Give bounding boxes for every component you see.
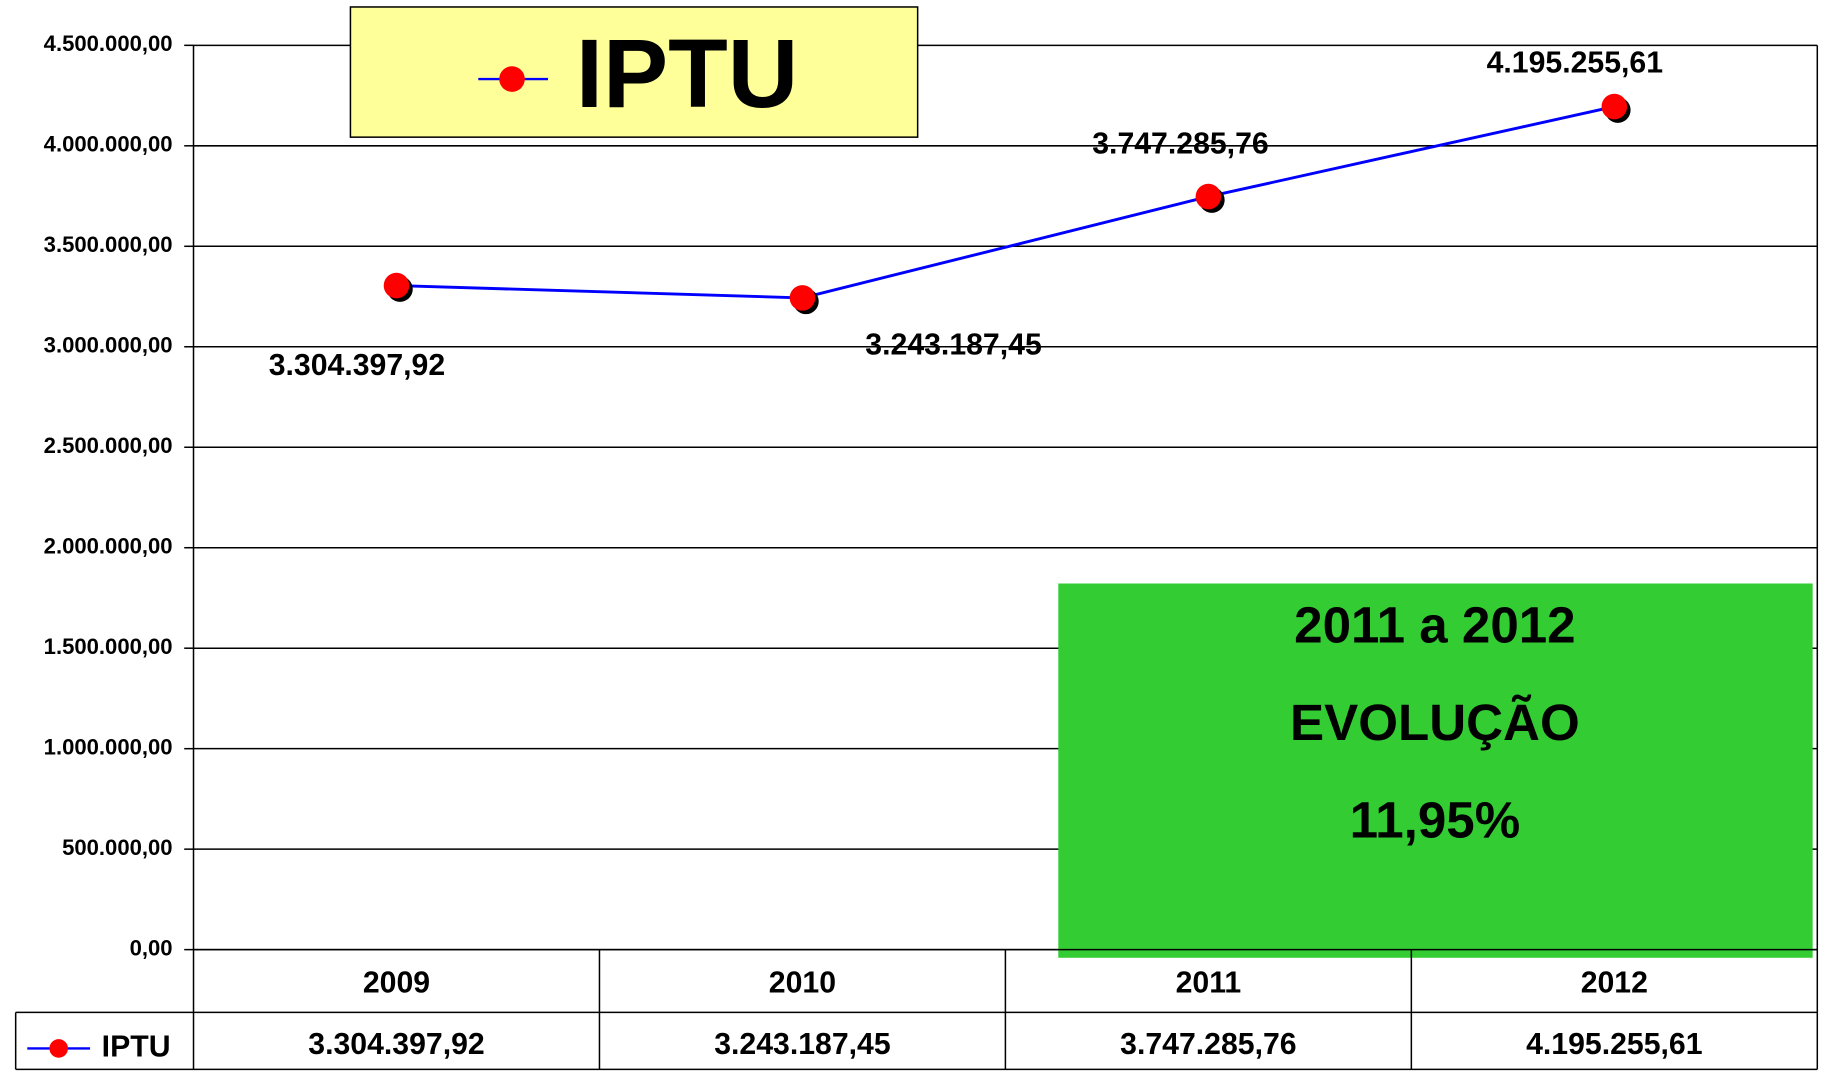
series-line bbox=[396, 105, 1615, 300]
table-value: 3.243.187,45 bbox=[714, 1028, 890, 1061]
y-tick-label: 3.000.000,00 bbox=[44, 333, 173, 358]
annotation-text: 11,95% bbox=[1350, 792, 1521, 849]
table-legend-marker bbox=[49, 1039, 68, 1058]
marker bbox=[789, 285, 816, 311]
marker bbox=[1601, 93, 1628, 120]
y-tick-label: 1.500.000,00 bbox=[44, 634, 173, 659]
marker bbox=[383, 272, 410, 299]
y-tick-label: 4.000.000,00 bbox=[44, 132, 173, 157]
data-label: 3.747.285,76 bbox=[1092, 127, 1268, 160]
x-tick-label: 2009 bbox=[363, 966, 430, 999]
y-tick-label: 3.500.000,00 bbox=[44, 232, 173, 257]
y-tick-label: 2.500.000,00 bbox=[44, 433, 173, 458]
annotation-text: 2011 a 2012 bbox=[1294, 596, 1576, 653]
legend-box bbox=[349, 6, 919, 138]
x-tick-label: 2012 bbox=[1581, 966, 1648, 999]
x-tick-label: 2011 bbox=[1176, 966, 1242, 999]
table-legend-label: IPTU bbox=[102, 1030, 171, 1063]
table-value: 3.747.285,76 bbox=[1120, 1028, 1296, 1061]
y-tick-label: 0,00 bbox=[130, 935, 173, 960]
data-label: 3.304.397,92 bbox=[269, 349, 445, 382]
data-label: 4.195.255,61 bbox=[1487, 47, 1663, 80]
legend-label: IPTU bbox=[576, 19, 798, 128]
x-tick-label: 2010 bbox=[769, 966, 836, 999]
y-tick-label: 2.000.000,00 bbox=[44, 534, 173, 559]
marker bbox=[1195, 183, 1222, 210]
annotation-box bbox=[1058, 583, 1813, 958]
y-tick-label: 4.500.000,00 bbox=[44, 31, 173, 56]
table-value: 3.304.397,92 bbox=[308, 1028, 484, 1061]
y-tick-label: 500.000,00 bbox=[62, 835, 173, 860]
legend-marker bbox=[499, 66, 525, 92]
data-label: 3.243.187,45 bbox=[865, 329, 1041, 362]
y-tick-label: 1.000.000,00 bbox=[44, 735, 173, 760]
annotation-text: EVOLUÇÃO bbox=[1290, 693, 1580, 751]
table-value: 4.195.255,61 bbox=[1526, 1028, 1702, 1061]
